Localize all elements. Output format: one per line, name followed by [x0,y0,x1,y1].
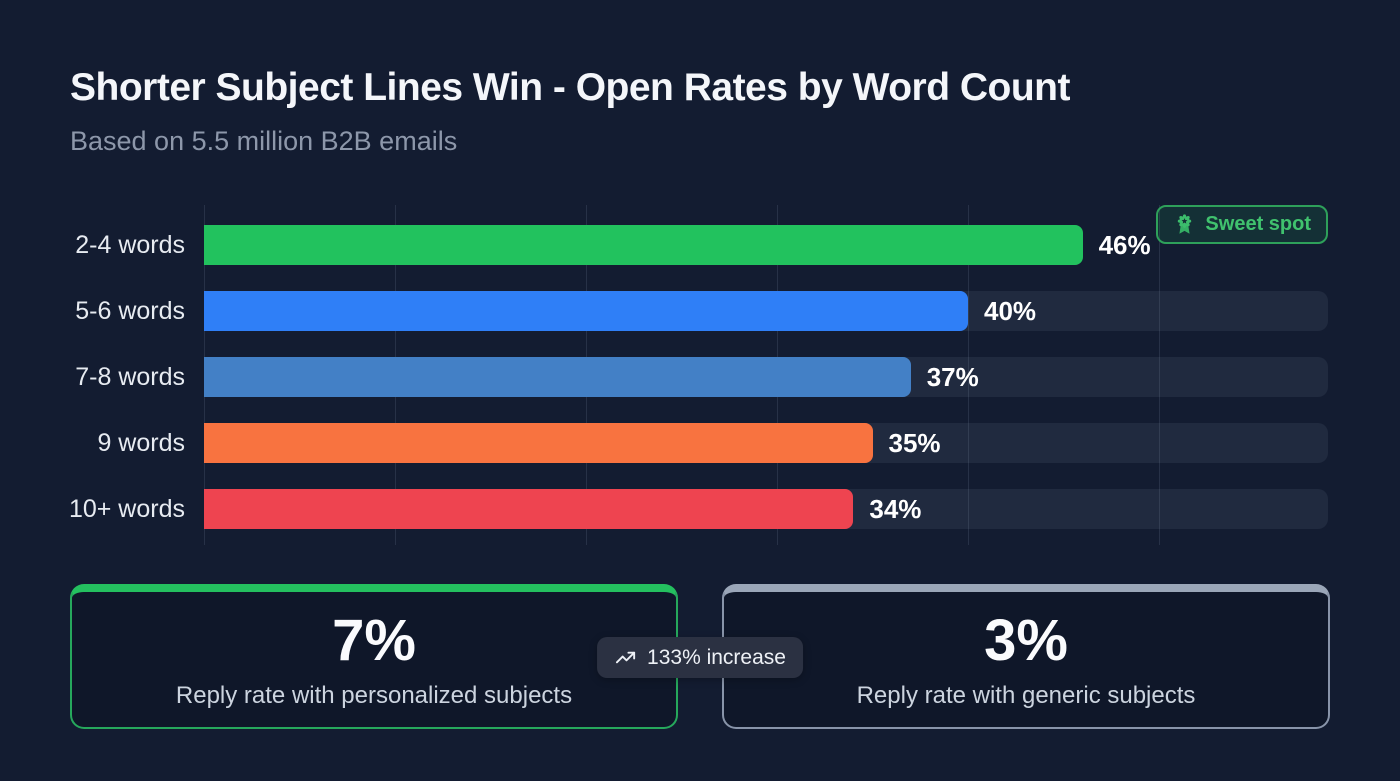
trending-up-icon [614,646,637,669]
bar-row: 9 words 35% [97,423,1328,463]
sweet-spot-label: Sweet spot [1205,213,1311,235]
bar-row: 2-4 words 46% [75,225,1328,265]
bar [204,489,854,529]
bar-value-label: 34% [869,494,922,524]
personalized-reply-rate-value: 7% [332,608,416,674]
increase-pill: 133% increase [597,637,803,678]
personalized-reply-rate-card: 7% Reply rate with personalized subjects [70,584,678,729]
award-icon [1173,213,1197,236]
bar-value-label: 37% [926,362,979,392]
increase-pill-label: 133% increase [647,645,786,669]
bar-value-label: 40% [984,296,1037,326]
gridline [968,205,969,545]
bar-value-label: 46% [1098,230,1151,260]
bar-category-label: 9 words [97,429,185,457]
bar-category-label: 10+ words [68,495,185,523]
bar-row: 10+ words 34% [69,489,1328,529]
bar-row: 7-8 words 37% [75,357,1328,397]
bar [204,423,873,463]
bar [204,357,911,397]
bar-row: 5-6 words 40% [75,291,1328,331]
bar [204,225,1083,265]
gridline [1159,205,1160,545]
bar-value-label: 35% [888,428,941,458]
bar-category-label: 5-6 words [75,297,185,325]
generic-reply-rate-label: Reply rate with generic subjects [856,681,1196,709]
bar [204,291,968,331]
bar-category-label: 7-8 words [75,363,185,391]
bar-category-label: 2-4 words [75,231,185,259]
generic-reply-rate-card: 3% Reply rate with generic subjects [722,584,1330,729]
bar-chart: 2-4 words 46% 5-6 words 40% 7-8 words 37% 9 wo… [69,205,1328,545]
personalized-reply-rate-label: Reply rate with personalized subjects [175,681,573,709]
sweet-spot-badge: Sweet spot [1156,205,1328,244]
page-subtitle: Based on 5.5 million B2B emails [70,126,458,156]
page-title: Shorter Subject Lines Win - Open Rates b… [70,66,1071,109]
generic-reply-rate-value: 3% [984,608,1068,674]
